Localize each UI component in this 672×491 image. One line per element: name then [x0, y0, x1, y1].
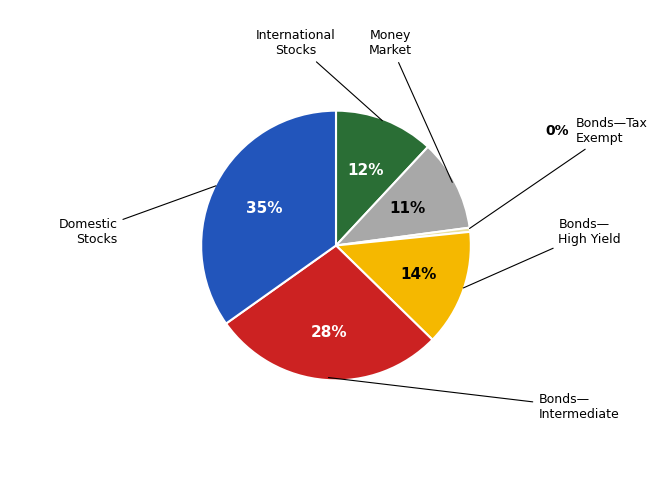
Text: International
Stocks: International Stocks — [255, 29, 382, 121]
Wedge shape — [226, 246, 433, 381]
Text: Bonds—
High Yield: Bonds— High Yield — [463, 218, 621, 288]
Text: Bonds—Tax
Exempt: Bonds—Tax Exempt — [470, 117, 648, 228]
Wedge shape — [336, 147, 470, 246]
Text: 28%: 28% — [311, 326, 347, 340]
Text: 14%: 14% — [401, 267, 437, 282]
Text: Money
Market: Money Market — [368, 29, 452, 182]
Wedge shape — [201, 110, 336, 324]
Text: 11%: 11% — [390, 201, 426, 216]
Text: 35%: 35% — [246, 201, 282, 216]
Text: 0%: 0% — [545, 124, 569, 138]
Wedge shape — [336, 232, 471, 340]
Text: Domestic
Stocks: Domestic Stocks — [58, 186, 216, 246]
Text: Bonds—
Intermediate: Bonds— Intermediate — [329, 378, 619, 421]
Wedge shape — [336, 228, 470, 246]
Wedge shape — [336, 110, 428, 246]
Text: 12%: 12% — [347, 163, 384, 178]
